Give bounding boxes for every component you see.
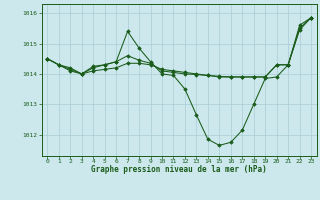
- X-axis label: Graphe pression niveau de la mer (hPa): Graphe pression niveau de la mer (hPa): [91, 165, 267, 174]
